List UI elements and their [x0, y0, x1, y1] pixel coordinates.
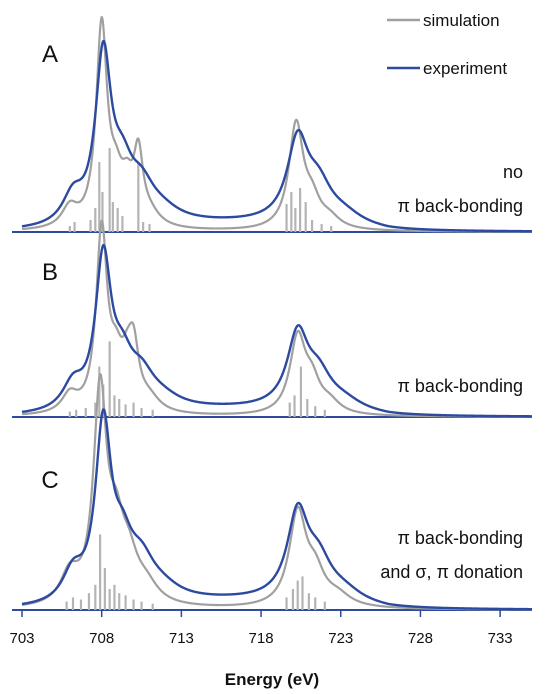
x-axis: 703 708 713 718 723 728 733 [9, 610, 513, 647]
panel-c: Cπ back-bonding and σ, π donation [12, 373, 533, 611]
x-tick-label: 708 [89, 630, 114, 647]
panel-annotation: and σ, π donation [380, 562, 523, 582]
x-tick-label: 718 [249, 630, 274, 647]
x-tick-label: 733 [488, 630, 513, 647]
x-axis-title: Energy (eV) [225, 670, 319, 689]
experiment-curve [21, 408, 533, 611]
legend: simulation experiment [387, 11, 507, 78]
legend-label-experiment: experiment [423, 59, 507, 78]
panel-letter: A [42, 41, 58, 68]
experiment-curve [21, 39, 533, 233]
x-tick-label: 703 [9, 630, 34, 647]
panel-letter: C [41, 467, 58, 494]
panel-annotation: π back-bonding [398, 196, 524, 216]
panel-a: Ano π back-bonding [12, 15, 533, 233]
panel-b: Bπ back-bonding [12, 219, 533, 418]
x-tick-label: 713 [169, 630, 194, 647]
panel-letter: B [42, 259, 58, 286]
experiment-curve [21, 243, 533, 418]
legend-label-simulation: simulation [423, 11, 500, 30]
panel-annotation: π back-bonding [398, 376, 524, 396]
panel-annotation: π back-bonding [398, 528, 524, 548]
x-tick-label: 728 [408, 630, 433, 647]
x-tick-label: 723 [328, 630, 353, 647]
panel-annotation: no [503, 162, 523, 182]
